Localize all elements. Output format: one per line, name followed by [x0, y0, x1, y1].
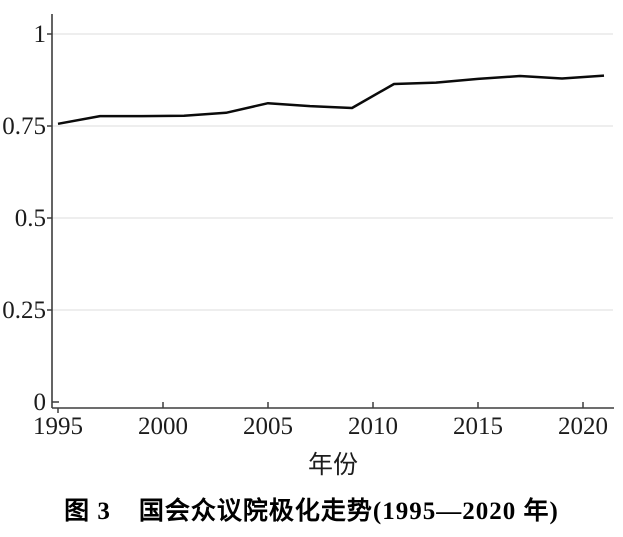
trend-line: [57, 74, 605, 126]
figure-caption-title: 国会众议院极化走势(1995—2020 年): [138, 498, 559, 525]
x-tick-label: 2005: [243, 413, 293, 440]
polarization-chart: 0 0.25 0.5 0.75 1 1995 2000 2005 2010 2015 2020 年…: [2, 14, 614, 479]
x-tick-label: 2015: [453, 413, 503, 440]
x-axis-title: 年份: [308, 451, 358, 479]
y-tick-labels: 0 0.25 0.5 0.75 1: [2, 21, 46, 416]
y-tick-label: 0.25: [2, 297, 46, 324]
x-ticks: [57, 402, 584, 413]
x-tick-label: 1995: [33, 413, 83, 440]
y-tick-label: 0: [34, 389, 47, 416]
y-ticks: [47, 33, 59, 403]
x-tick-labels: 1995 2000 2005 2010 2015 2020: [33, 413, 608, 440]
gridlines: [52, 33, 613, 311]
x-tick-label: 2010: [348, 413, 398, 440]
y-tick-label: 0.5: [15, 205, 46, 232]
figure-caption: 图 3 国会众议院极化走势(1995—2020 年): [0, 491, 623, 527]
figure-caption-label: 图 3: [64, 498, 111, 525]
y-tick-label: 1: [34, 21, 47, 48]
y-tick-label: 0.75: [2, 113, 46, 140]
x-tick-label: 2000: [138, 413, 188, 440]
x-tick-label: 2020: [558, 413, 608, 440]
